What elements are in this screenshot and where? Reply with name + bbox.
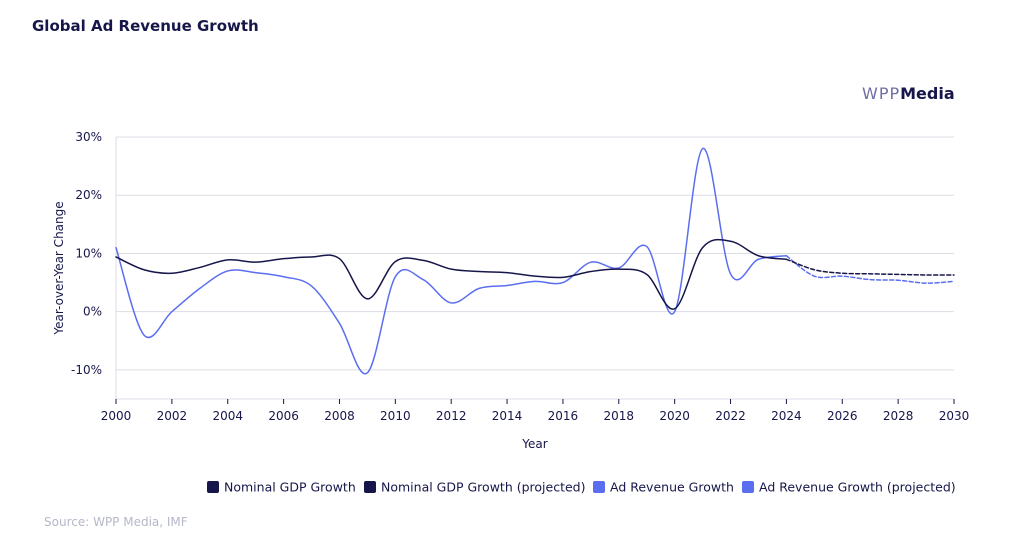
x-tick-label: 2000 <box>101 409 132 423</box>
x-tick-label: 2024 <box>771 409 802 423</box>
chart-title: Global Ad Revenue Growth <box>32 17 259 35</box>
y-axis-title: Year-over-Year Change <box>52 201 66 335</box>
x-tick-label: 2004 <box>212 409 243 423</box>
axes: 30% 20% 10% 0% -10% 2000 2002 2004 2006 2008 2010 2… <box>71 130 969 423</box>
legend-label: Nominal GDP Growth <box>224 480 356 495</box>
legend-swatch <box>207 481 219 493</box>
y-tick-label: -10% <box>71 363 102 377</box>
x-tick-label: 2020 <box>659 409 690 423</box>
legend-label: Nominal GDP Growth (projected) <box>381 480 585 495</box>
series-line-2 <box>115 147 788 375</box>
brand-logo-media: Media <box>900 84 955 103</box>
series-line-1 <box>785 258 955 276</box>
x-tick-label: 2012 <box>436 409 467 423</box>
x-tick-label: 2018 <box>604 409 635 423</box>
y-tick-label: 30% <box>75 130 102 144</box>
legend-swatch <box>742 481 754 493</box>
x-tick-label: 2028 <box>883 409 914 423</box>
source-note: Source: WPP Media, IMF <box>44 515 188 529</box>
series-lines <box>115 147 955 375</box>
grid-lines <box>116 136 954 371</box>
y-tick-label: 0% <box>83 305 102 319</box>
x-tick-label: 2030 <box>939 409 970 423</box>
y-tick-label: 10% <box>75 246 102 260</box>
legend-label: Ad Revenue Growth (projected) <box>759 480 956 495</box>
brand-logo-wpp: WPP <box>862 84 901 103</box>
x-tick-label: 2006 <box>268 409 299 423</box>
x-tick-label: 2014 <box>492 409 523 423</box>
x-tick-label: 2026 <box>827 409 858 423</box>
x-tick-label: 2022 <box>715 409 746 423</box>
x-axis-title: Year <box>521 437 547 451</box>
series-line-0 <box>115 238 788 310</box>
legend: Nominal GDP Growth Nominal GDP Growth (pr… <box>207 480 956 495</box>
x-tick-label: 2010 <box>380 409 411 423</box>
y-tick-label: 20% <box>75 188 102 202</box>
legend-label: Ad Revenue Growth <box>610 480 734 495</box>
series-line-3 <box>785 255 955 284</box>
legend-swatch <box>593 481 605 493</box>
brand-logo: WPPMedia <box>862 84 955 103</box>
legend-swatch <box>364 481 376 493</box>
x-tick-label: 2002 <box>157 409 188 423</box>
x-tick-label: 2016 <box>548 409 579 423</box>
x-tick-label: 2008 <box>324 409 355 423</box>
